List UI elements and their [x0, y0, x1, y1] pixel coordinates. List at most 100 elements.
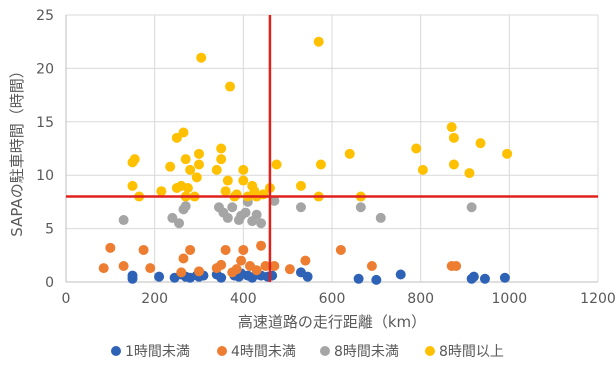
data-point-series-4 — [417, 164, 428, 175]
data-point-series-2 — [238, 244, 249, 255]
data-point-series-2 — [98, 263, 109, 274]
x-tick-label: 0 — [62, 291, 71, 307]
reference-lines — [66, 15, 598, 282]
data-point-series-2 — [220, 244, 231, 255]
data-point-series-4 — [194, 159, 204, 170]
data-point-series-1 — [395, 269, 406, 280]
data-point-series-4 — [191, 172, 202, 183]
data-point-series-4 — [231, 189, 242, 200]
data-point-series-2 — [251, 265, 262, 276]
data-point-series-3 — [375, 212, 386, 223]
x-tick-label: 1000 — [492, 291, 528, 307]
data-point-series-4 — [196, 52, 207, 63]
legend-label: 8時間以上 — [439, 344, 504, 360]
legend-marker — [111, 346, 121, 356]
data-point-series-2 — [185, 244, 196, 255]
data-point-series-4 — [222, 175, 233, 186]
data-point-series-3 — [227, 202, 238, 213]
data-point-series-4 — [216, 154, 227, 165]
data-point-series-1 — [371, 274, 382, 285]
data-point-series-1 — [468, 271, 479, 282]
data-point-series-1 — [499, 272, 510, 283]
y-axis-title: SAPAの駐車時間（時間） — [8, 63, 26, 236]
gridlines — [66, 14, 599, 282]
data-point-series-4 — [411, 143, 422, 154]
data-point-series-4 — [315, 159, 326, 170]
axis-tick-labels: 0 200 400 600 800 1000 1200 0 5 10 15 20 25 — [36, 8, 616, 307]
data-point-series-1 — [479, 273, 490, 284]
data-point-series-3 — [295, 202, 306, 213]
legend-marker — [217, 346, 227, 356]
data-point-series-4 — [165, 161, 176, 172]
data-point-series-4 — [448, 132, 459, 143]
data-point-series-2 — [256, 240, 267, 251]
data-point-series-3 — [180, 201, 191, 212]
legend-marker — [425, 346, 435, 356]
data-point-series-2 — [178, 253, 189, 264]
x-tick-label: 1200 — [580, 291, 616, 307]
data-point-series-4 — [295, 180, 306, 191]
y-tick-label: 20 — [36, 61, 54, 77]
x-tick-label: 600 — [319, 291, 346, 307]
data-point-series-2 — [118, 260, 129, 271]
y-tick-label: 10 — [36, 168, 54, 184]
data-point-series-4 — [127, 180, 138, 191]
y-tick-label: 5 — [45, 222, 54, 238]
data-point-series-2 — [231, 264, 242, 275]
data-points — [98, 36, 513, 285]
data-point-series-4 — [182, 183, 193, 194]
data-point-series-4 — [238, 175, 249, 186]
data-point-series-3 — [256, 218, 267, 229]
x-tick-label: 400 — [230, 291, 257, 307]
data-point-series-4 — [211, 164, 222, 175]
data-point-series-4 — [216, 143, 227, 154]
data-point-series-3 — [222, 212, 233, 223]
data-point-series-2 — [216, 259, 227, 270]
data-point-series-4 — [464, 168, 475, 179]
data-point-series-3 — [118, 215, 129, 226]
data-point-series-4 — [446, 122, 457, 133]
data-point-series-4 — [448, 159, 459, 170]
data-point-series-2 — [366, 260, 377, 271]
data-point-series-2 — [236, 255, 247, 266]
data-point-series-4 — [271, 159, 282, 170]
data-point-series-1 — [127, 273, 138, 284]
x-axis-title: 高速道路の走行距離（km） — [238, 313, 426, 331]
data-point-series-1 — [154, 271, 165, 282]
data-point-series-2 — [335, 244, 346, 255]
data-point-series-4 — [185, 164, 196, 175]
x-tick-label: 800 — [407, 291, 434, 307]
legend-label: 8時間未満 — [334, 344, 399, 360]
data-point-series-3 — [167, 212, 178, 223]
axes — [65, 15, 598, 283]
data-point-series-3 — [466, 202, 477, 213]
data-point-series-1 — [353, 273, 364, 284]
data-point-series-4 — [238, 164, 249, 175]
legend-label: 1時間未満 — [125, 344, 190, 360]
data-point-series-2 — [176, 267, 187, 278]
data-point-series-2 — [269, 260, 280, 271]
data-point-series-2 — [138, 244, 149, 255]
data-point-series-4 — [313, 36, 324, 47]
legend-marker — [320, 346, 330, 356]
data-point-series-2 — [284, 264, 295, 275]
data-point-series-1 — [267, 270, 278, 281]
data-point-series-1 — [302, 271, 313, 282]
y-tick-label: 15 — [36, 115, 54, 131]
data-point-series-3 — [174, 218, 185, 229]
data-point-series-3 — [251, 209, 262, 220]
data-point-series-2 — [145, 263, 156, 274]
data-point-series-4 — [180, 154, 191, 165]
data-point-series-4 — [344, 148, 355, 159]
data-point-series-2 — [260, 260, 271, 271]
data-point-series-1 — [216, 272, 227, 283]
data-point-series-4 — [502, 148, 513, 159]
legend-label: 4時間未満 — [231, 344, 296, 360]
y-tick-label: 25 — [36, 8, 54, 24]
x-tick-label: 200 — [141, 291, 168, 307]
legend: 1時間未満 4時間未満 8時間未満 8時間以上 — [111, 344, 504, 360]
data-point-series-4 — [194, 148, 204, 159]
data-point-series-4 — [178, 127, 189, 138]
